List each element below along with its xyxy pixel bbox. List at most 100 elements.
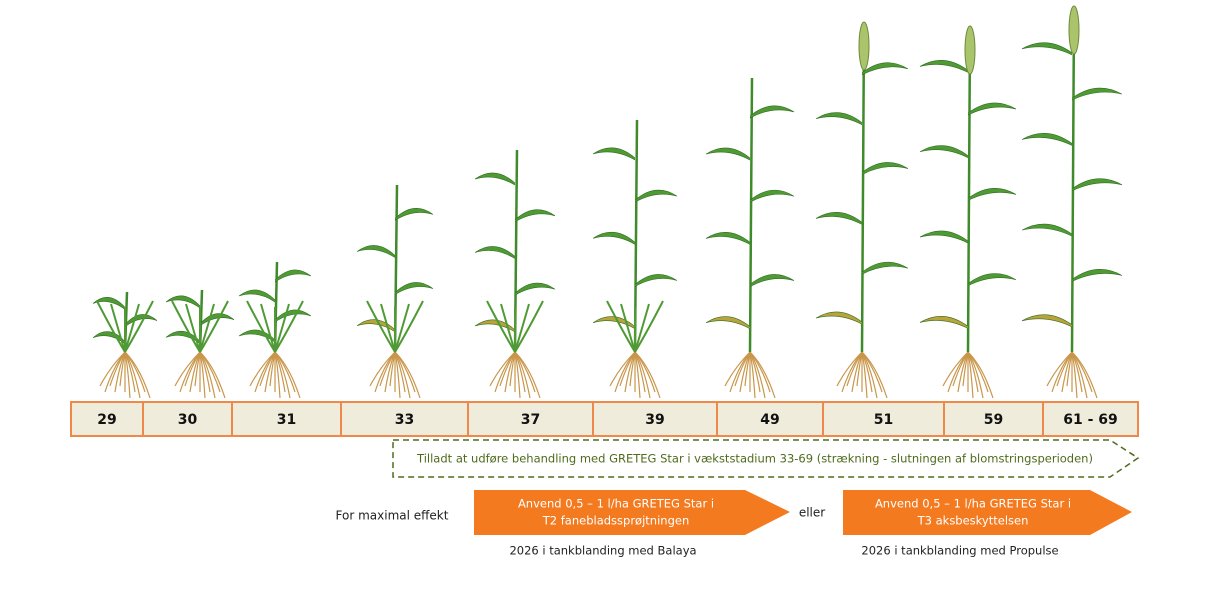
- leaf: [967, 188, 1017, 201]
- leaf: [861, 261, 909, 275]
- leaf: [749, 105, 795, 119]
- leaf: [705, 232, 751, 245]
- stem: [1070, 11, 1076, 353]
- leaf: [919, 230, 969, 244]
- connector: eller: [799, 506, 825, 520]
- leaf: [1021, 42, 1073, 56]
- lead-text: For maximal effekt: [336, 509, 449, 523]
- treatment-note: 2026 i tankblanding med Propulse: [861, 544, 1058, 558]
- permitted-note: Tilladt at udføre behandling med GRETEG …: [416, 452, 1093, 466]
- leaf: [919, 316, 969, 329]
- leaf: [1021, 133, 1073, 146]
- leaf: [92, 297, 126, 310]
- root: [394, 351, 421, 399]
- root: [967, 351, 994, 399]
- tiller: [185, 303, 201, 353]
- leaf: [1071, 178, 1123, 192]
- leaf: [749, 274, 795, 287]
- leaf: [165, 295, 201, 309]
- stage-cell: [340, 401, 469, 437]
- tiller: [620, 303, 636, 353]
- tiller: [260, 303, 276, 353]
- leaf: [474, 172, 516, 186]
- tiller: [514, 300, 544, 353]
- leaf: [967, 102, 1017, 116]
- leaf: [705, 147, 751, 161]
- root: [1071, 351, 1098, 399]
- root: [861, 351, 888, 399]
- leaf: [634, 274, 678, 287]
- stage-cell: [592, 401, 718, 437]
- stage-cell: [943, 401, 1044, 437]
- leaf: [394, 282, 434, 295]
- root: [199, 351, 226, 399]
- leaf: [634, 189, 678, 203]
- tiller: [394, 300, 424, 353]
- leaf: [1021, 223, 1073, 237]
- leaf: [861, 62, 909, 76]
- stage-label: 59: [984, 412, 1003, 428]
- leaf: [592, 232, 636, 245]
- stage-label: 33: [395, 412, 414, 428]
- tiller: [500, 303, 516, 353]
- plant: [165, 289, 235, 399]
- stage-bar: 29 30 31 33 37 39 49 51 59 61 - 69: [70, 401, 1139, 437]
- plant: [238, 261, 312, 399]
- root: [514, 351, 541, 399]
- stage-cell: [231, 401, 342, 437]
- leaf: [861, 162, 909, 175]
- leaf: [592, 316, 636, 329]
- stage-label: 37: [521, 412, 540, 428]
- stem: [748, 77, 754, 353]
- treatment-text: T2 fanebladssprøjtningen: [542, 514, 690, 528]
- root: [274, 351, 301, 399]
- leaf: [1071, 269, 1123, 282]
- treatment-text: Anvend 0,5 – 1 l/ha GRETEG Star i: [875, 497, 1071, 511]
- tiller: [394, 303, 410, 353]
- tiller: [199, 300, 229, 353]
- tiller: [634, 300, 664, 353]
- plant: [356, 184, 434, 399]
- ear: [858, 21, 870, 71]
- leaf: [705, 316, 751, 329]
- leaf: [394, 208, 434, 221]
- leaf: [1021, 314, 1073, 328]
- stage-cell: [1042, 401, 1139, 437]
- leaf: [474, 319, 516, 333]
- leaf: [238, 289, 276, 303]
- ear: [1068, 5, 1080, 55]
- plants: [92, 5, 1123, 399]
- plant: [815, 21, 909, 399]
- leaf: [815, 311, 863, 325]
- leaf: [356, 245, 396, 258]
- stage-label: 31: [277, 412, 296, 428]
- leaf: [592, 147, 636, 161]
- root: [634, 351, 661, 399]
- treatment-arrow: [474, 490, 790, 535]
- tiller: [171, 300, 201, 353]
- leaf: [474, 246, 516, 259]
- leaf: [274, 269, 312, 283]
- plant: [919, 25, 1017, 399]
- leaf: [514, 282, 556, 296]
- tiller: [380, 303, 396, 353]
- treatment-text: Anvend 0,5 – 1 l/ha GRETEG Star i: [518, 497, 714, 511]
- leaf: [1071, 87, 1123, 101]
- leaf: [919, 145, 969, 159]
- leaf: [919, 60, 969, 73]
- leaf: [815, 212, 863, 225]
- plant: [92, 291, 158, 399]
- stem: [860, 27, 866, 353]
- leaf: [815, 112, 863, 125]
- plant: [1021, 5, 1123, 399]
- tiller: [124, 300, 154, 353]
- stage-label: 49: [760, 412, 779, 428]
- tiller: [514, 303, 530, 353]
- root: [749, 351, 776, 399]
- stage-label: 51: [874, 412, 893, 428]
- plant: [592, 119, 678, 399]
- treatment-text: T3 aksbeskyttelsen: [917, 514, 1029, 528]
- tiller: [246, 300, 276, 353]
- tiller: [274, 300, 304, 353]
